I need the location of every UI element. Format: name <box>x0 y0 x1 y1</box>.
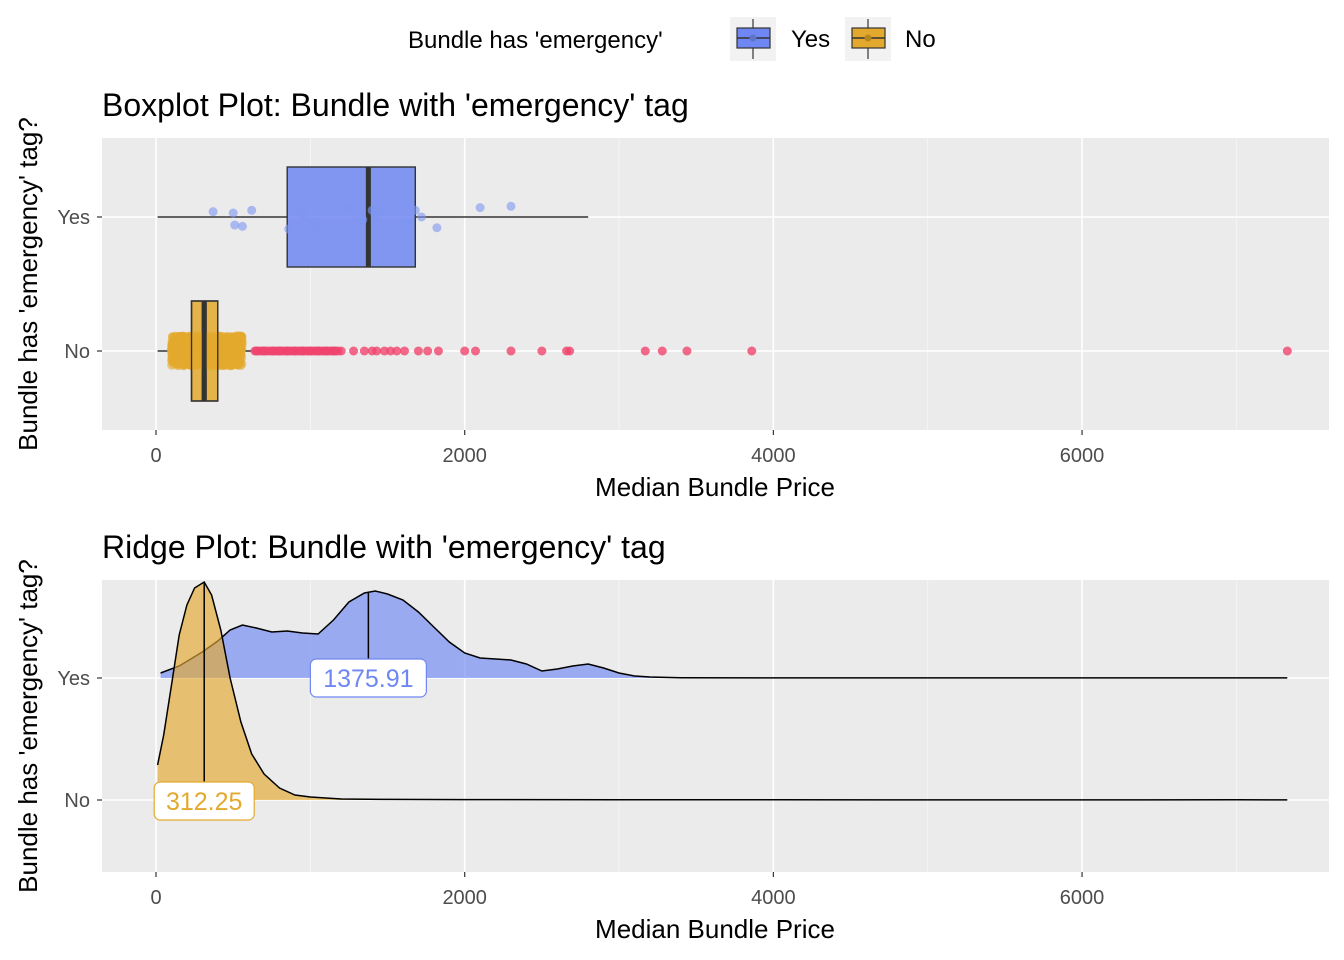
jitter-point-no <box>168 340 178 350</box>
ridge-panel-background <box>102 580 1329 872</box>
outlier-point-no <box>471 346 481 356</box>
legend-label-no: No <box>905 26 936 53</box>
outlier-point-no <box>747 346 757 356</box>
y-tick-label: No <box>64 790 90 812</box>
jitter-point-yes <box>247 205 257 215</box>
jitter-point-yes <box>230 220 240 230</box>
x-tick-label: 2000 <box>442 887 487 909</box>
ridge-line-yes <box>160 590 1288 679</box>
outlier-point-no <box>372 346 382 356</box>
jitter-point-yes <box>416 212 426 222</box>
jitter-point-yes <box>370 211 380 221</box>
y-tick-label: No <box>64 341 90 363</box>
median-label-box-no <box>153 781 255 821</box>
jitter-point-no <box>220 340 230 350</box>
legend-key-point-no <box>864 34 872 42</box>
jitter-point-yes <box>284 224 294 234</box>
boxplot-panel: Boxplot Plot: Bundle with 'emergency' ta… <box>13 87 1329 502</box>
jitter-point-yes <box>506 201 516 211</box>
outlier-point-no <box>1282 346 1292 356</box>
ridge-panel: Ridge Plot: Bundle with 'emergency' tag … <box>13 529 1329 944</box>
jitter-point-yes <box>404 219 414 229</box>
jitter-point-no <box>237 331 247 341</box>
jitter-point-yes <box>298 209 308 219</box>
outlier-point-no <box>333 346 343 356</box>
legend-title: Bundle has 'emergency' <box>408 27 663 54</box>
ridge-marks: 1375.91 312.25 <box>153 580 1288 821</box>
jitter-point-yes <box>432 223 442 233</box>
y-tick-label: Yes <box>57 668 90 690</box>
legend-key-point-yes <box>749 34 757 42</box>
x-tick-label: 6000 <box>1060 445 1105 467</box>
median-label-no: 312.25 <box>166 788 242 816</box>
outlier-point-no <box>537 346 547 356</box>
median-label-yes: 1375.91 <box>323 665 413 693</box>
outlier-point-no <box>400 346 410 356</box>
x-tick-label: 4000 <box>751 887 796 909</box>
outlier-point-no <box>413 346 423 356</box>
jitter-point-yes <box>344 204 354 214</box>
jitter-point-yes <box>208 207 218 217</box>
outlier-point-no <box>423 346 433 356</box>
x-tick-label: 0 <box>150 445 161 467</box>
y-tick-label: Yes <box>57 207 90 229</box>
outlier-point-no <box>657 346 667 356</box>
outlier-point-no <box>359 346 369 356</box>
outlier-point-no <box>386 346 396 356</box>
ridge-x-axis-title: Median Bundle Price <box>595 914 835 944</box>
jitter-point-no <box>193 351 203 361</box>
x-tick-label: 0 <box>150 887 161 909</box>
outlier-point-no <box>392 346 402 356</box>
box-yes <box>286 166 417 268</box>
jitter-point-no <box>209 337 219 347</box>
ridge-title: Ridge Plot: Bundle with 'emergency' tag <box>102 529 666 565</box>
jitter-point-yes <box>358 215 368 225</box>
outlier-point-no <box>460 346 470 356</box>
boxplot-x-axis-title: Median Bundle Price <box>595 472 835 502</box>
boxplot-ticks: 0 2000 4000 6000 Yes No <box>57 207 1104 467</box>
jitter-point-no <box>226 332 236 342</box>
legend-label-yes: Yes <box>791 26 830 53</box>
outlier-point-no <box>682 346 692 356</box>
jitter-point-no <box>171 358 181 368</box>
outlier-point-no <box>565 346 575 356</box>
jitter-point-no <box>207 354 217 364</box>
x-tick-label: 6000 <box>1060 887 1105 909</box>
outlier-point-no <box>433 346 443 356</box>
jitter-point-no <box>217 356 227 366</box>
outlier-point-no <box>640 346 650 356</box>
boxplot-y-axis-title: Bundle has 'emergency' tag? <box>13 117 43 451</box>
x-tick-label: 4000 <box>751 445 796 467</box>
ridge-y-axis-title: Bundle has 'emergency' tag? <box>13 559 43 893</box>
ridge-line-no <box>156 580 1288 801</box>
boxplot-panel-background <box>102 138 1329 430</box>
jitter-point-no <box>185 352 195 362</box>
jitter-point-no <box>229 355 239 365</box>
outlier-point-no <box>506 346 516 356</box>
legend: Bundle has 'emergency' Yes No <box>408 17 936 61</box>
ridge-area-yes <box>160 591 1288 678</box>
boxplot-marks <box>157 166 1292 402</box>
jitter-point-yes <box>308 217 318 227</box>
jitter-point-no <box>205 345 215 355</box>
jitter-point-yes <box>475 203 485 213</box>
boxplot-title: Boxplot Plot: Bundle with 'emergency' ta… <box>102 87 689 123</box>
jitter-point-yes <box>228 208 238 218</box>
jitter-point-yes <box>237 221 247 231</box>
outlier-point-no <box>349 346 359 356</box>
ridge-ticks: 0 2000 4000 6000 Yes No <box>57 668 1104 909</box>
median-label-box-yes <box>309 658 427 698</box>
jitter-point-no <box>167 349 177 359</box>
jitter-point-no <box>178 332 188 342</box>
outlier-point-no <box>379 346 389 356</box>
x-tick-label: 2000 <box>442 445 487 467</box>
jitter-point-yes <box>410 205 420 215</box>
